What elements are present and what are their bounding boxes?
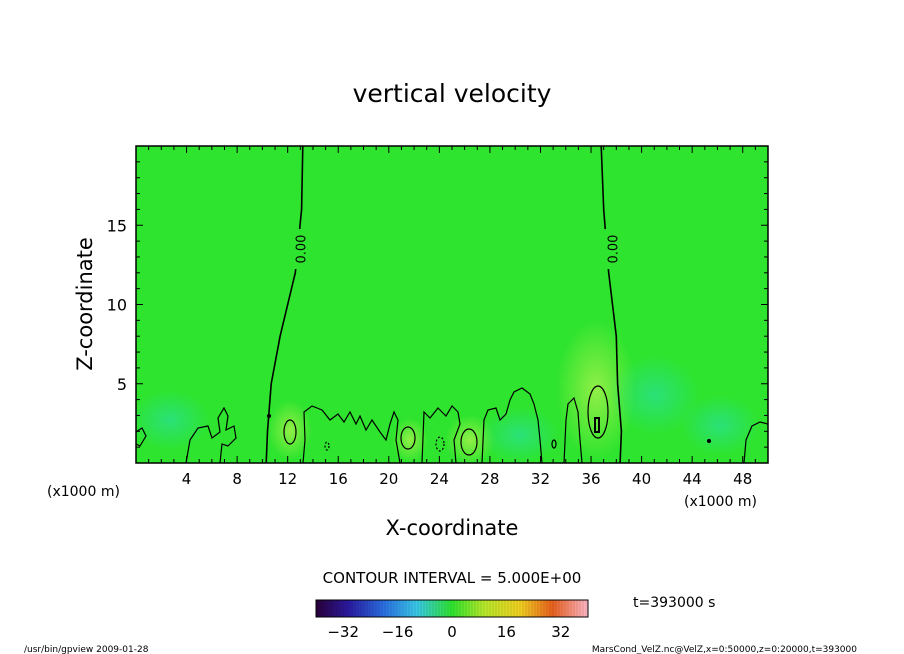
- plot-area: 0.00 0.00: [135, 145, 769, 464]
- x-tick-label: 36: [581, 470, 600, 488]
- y-tick-label: 15: [107, 216, 127, 235]
- x-tick-label: 12: [278, 470, 297, 488]
- colorbar-gradient: [316, 600, 588, 617]
- contour-line: [400, 426, 416, 450]
- contour-line: [324, 441, 330, 451]
- contour-line: [185, 406, 237, 463]
- y-tick-labels: 5 10 15: [107, 216, 127, 394]
- field-patch: [480, 407, 560, 463]
- field-patch: [680, 395, 760, 455]
- x-tick-label: 48: [733, 470, 752, 488]
- y-tick-label: 10: [107, 296, 127, 315]
- contour-line: [594, 417, 600, 433]
- zero-contour-line: [600, 146, 623, 463]
- contour-line: [421, 405, 461, 463]
- colorbar-tick-label: 0: [447, 623, 457, 641]
- contour-line: [551, 439, 557, 449]
- contour-label-gap: [292, 229, 309, 270]
- contour-line: [563, 396, 583, 463]
- footer-left: /usr/bin/gpview 2009-01-28: [24, 645, 149, 654]
- contour-line: [435, 436, 445, 452]
- colorbar-stripes: [318, 600, 587, 617]
- zero-contours: [265, 146, 623, 463]
- contour-line: [706, 438, 712, 444]
- axis-ticks: [136, 146, 768, 463]
- contour-line: [283, 419, 297, 445]
- contour-line: [460, 428, 478, 456]
- field-patch: [136, 390, 210, 450]
- contour-line: [481, 387, 543, 463]
- y-axis-label: Z-coordinate: [73, 237, 97, 371]
- colorbar-frame: [315, 599, 589, 618]
- x-tick-label: 44: [683, 470, 702, 488]
- time-label: t=393000 s: [633, 595, 715, 611]
- contour-line: [587, 385, 609, 439]
- x-tick-label: 8: [232, 470, 242, 488]
- contour-label-gap: [604, 229, 621, 270]
- colorbar-tick-label: 16: [497, 623, 516, 641]
- contour-labels: 0.00 0.00: [292, 229, 622, 270]
- colorbar-tick-label: 32: [551, 623, 570, 641]
- x-tick-label: 40: [632, 470, 651, 488]
- contour-line: [136, 427, 147, 447]
- field-patch: [268, 400, 312, 460]
- x-axis-label: X-coordinate: [386, 516, 519, 540]
- x-tick-label: 24: [430, 470, 449, 488]
- contour-label: 0.00: [294, 235, 309, 264]
- colorbar-ticks: −32 −16 0 16 32: [327, 623, 570, 641]
- x-tick-label: 4: [182, 470, 192, 488]
- field-patch: [392, 418, 428, 462]
- x-unit-left: (x1000 m): [47, 484, 120, 500]
- x-tick-label: 20: [379, 470, 398, 488]
- x-tick-label: 32: [531, 470, 550, 488]
- contour-label: 0.00: [607, 235, 622, 264]
- contour-interval: CONTOUR INTERVAL = 5.000E+00: [323, 569, 582, 587]
- zero-contour-line: [265, 146, 304, 463]
- x-tick-label: 28: [480, 470, 499, 488]
- x-unit-right: (x1000 m): [684, 494, 757, 510]
- y-tick-label: 5: [117, 375, 127, 394]
- field-patch: [556, 320, 636, 460]
- footer-right: MarsCond_VelZ.nc@VelZ,x=0:50000,z=0:2000…: [592, 645, 857, 654]
- x-tick-label: 16: [329, 470, 348, 488]
- field-patch: [610, 355, 700, 435]
- colorbar: −32 −16 0 16 32: [315, 599, 589, 641]
- colorbar-tick-label: −16: [382, 623, 414, 641]
- x-tick-labels: 4 8 12 16 20 24 28 32 36 40 44 48: [182, 470, 752, 488]
- chart-title: vertical velocity: [353, 79, 552, 108]
- contour-line: [743, 421, 768, 463]
- colorbar-tick-label: −32: [327, 623, 359, 641]
- contour-line: [302, 405, 401, 463]
